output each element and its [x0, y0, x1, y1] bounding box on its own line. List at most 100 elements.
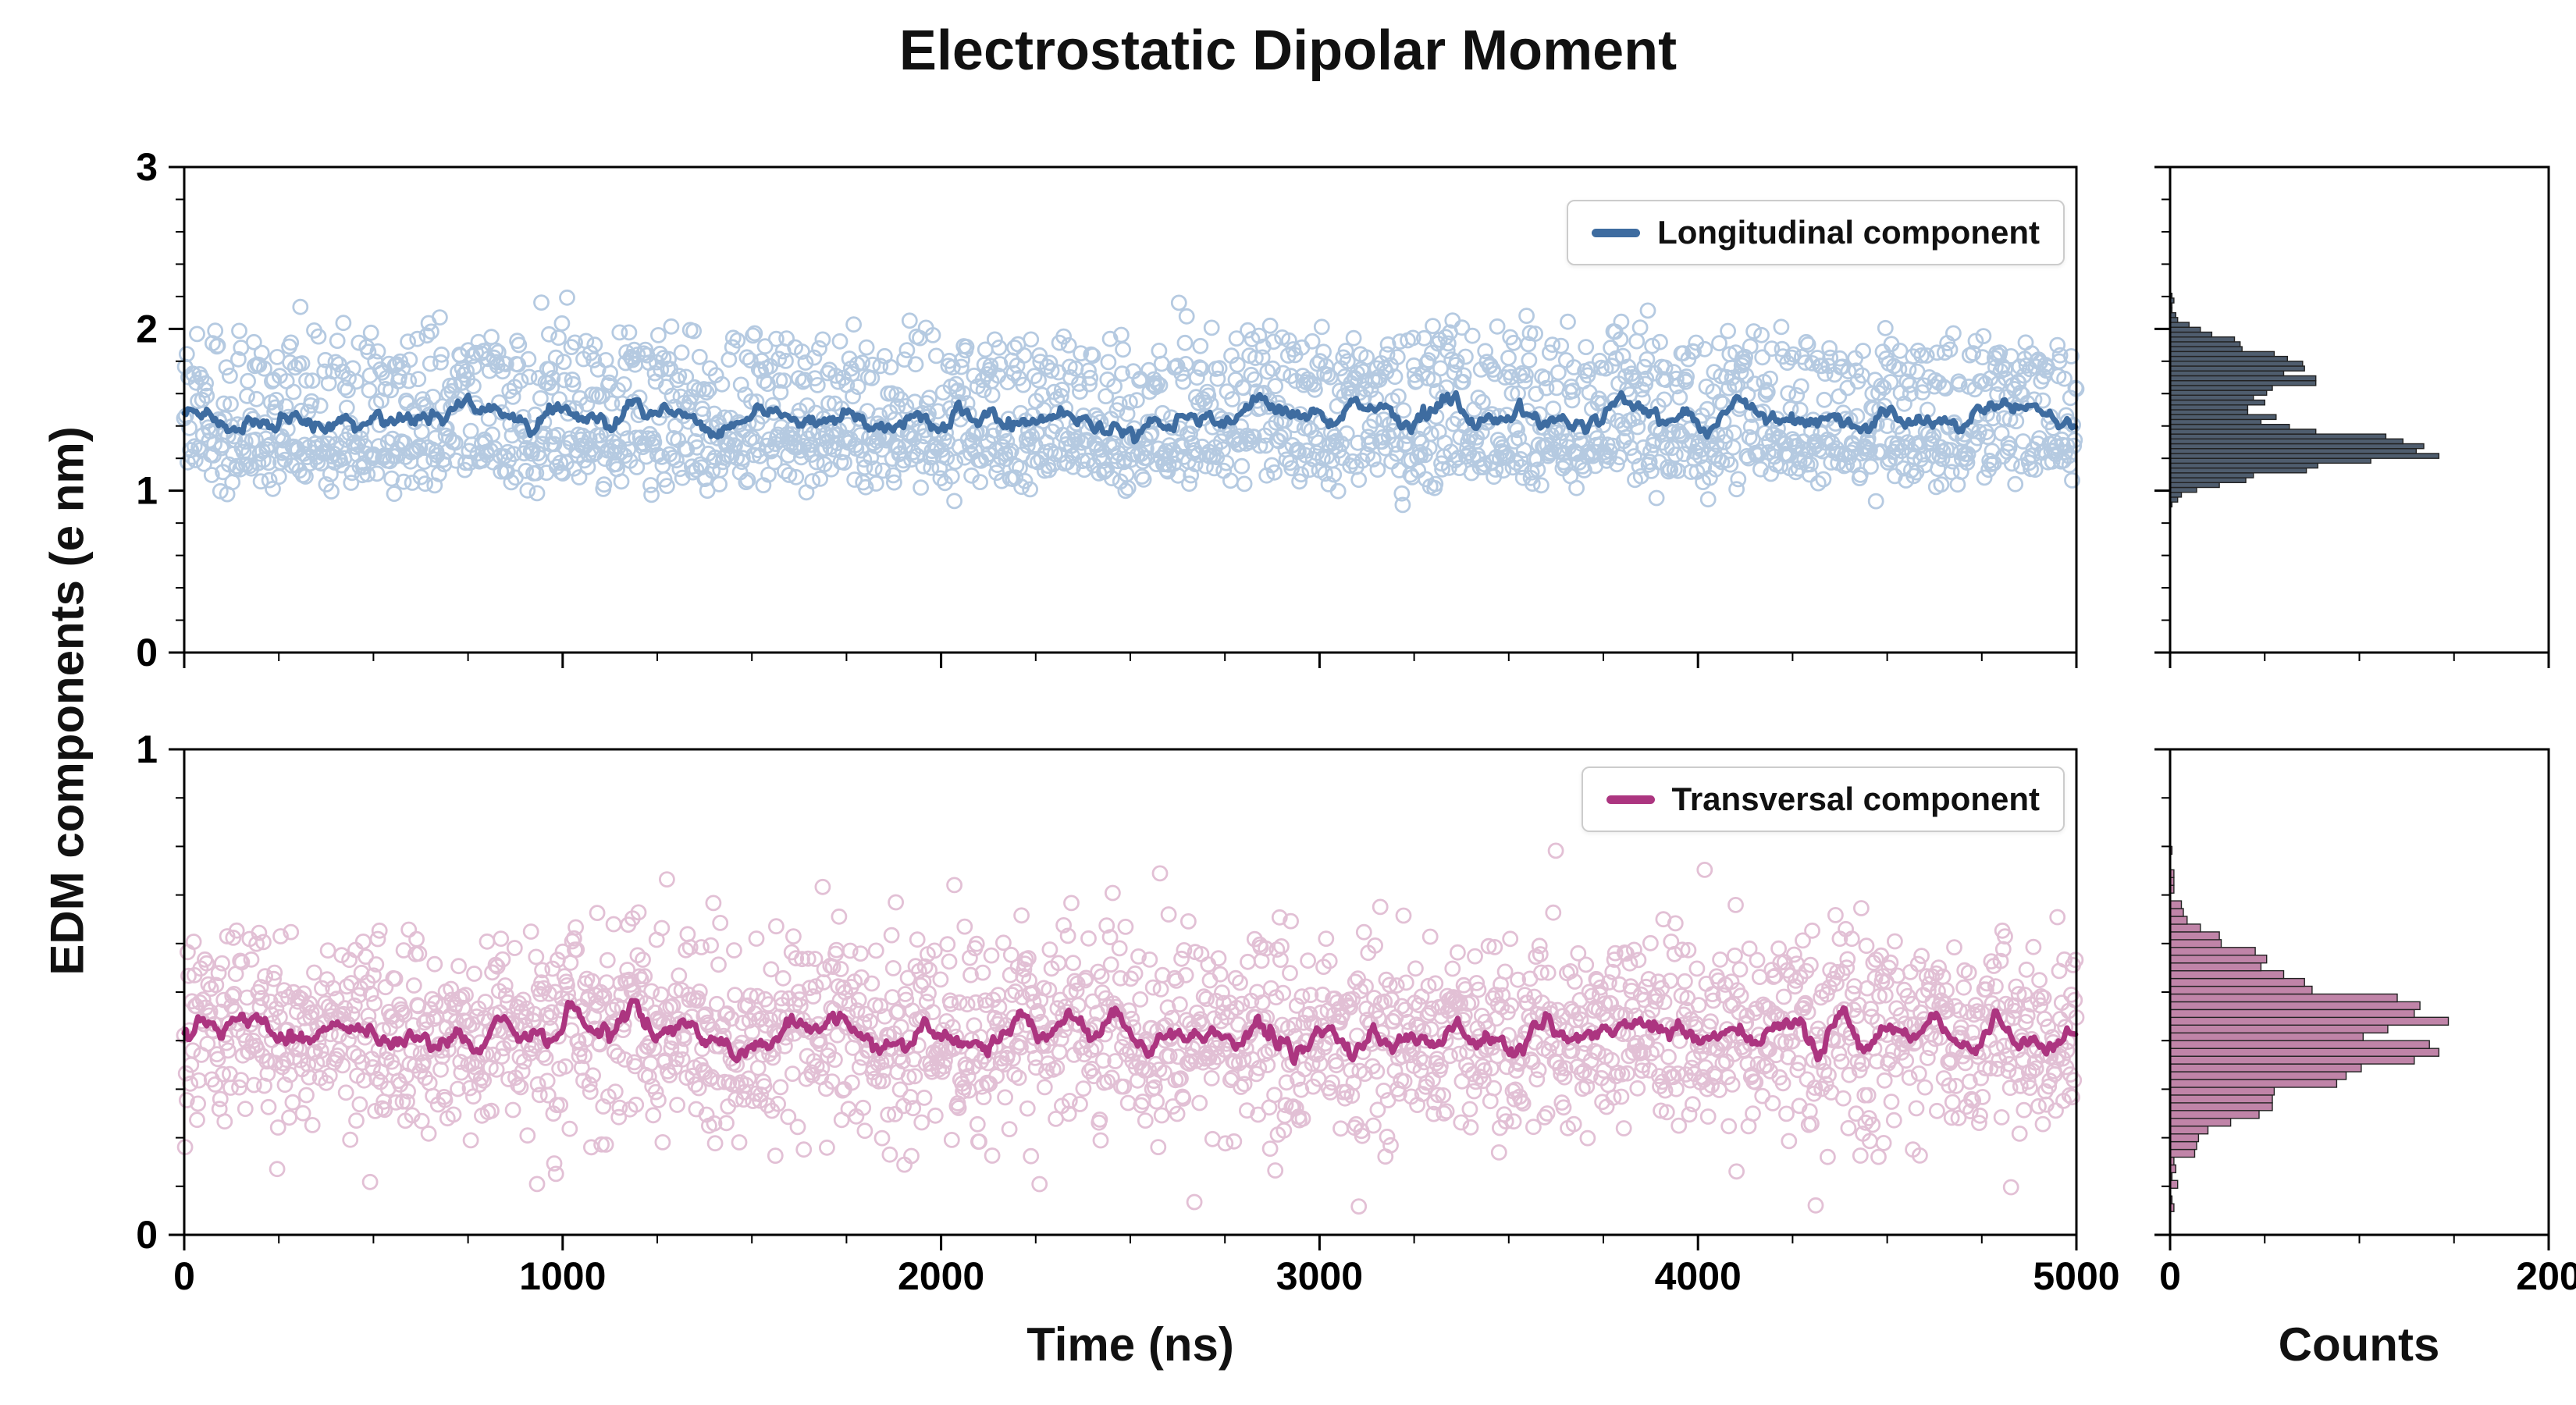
scatter-point	[476, 1009, 493, 1026]
hist-bar	[2169, 322, 2190, 328]
scatter-point	[1946, 939, 1962, 955]
scatter-point	[194, 391, 211, 408]
scatter-point	[1404, 329, 1421, 347]
scatter-point	[1251, 1059, 1268, 1076]
x-tick-label: 4000	[1655, 1254, 1742, 1298]
scatter-point	[273, 991, 290, 1008]
scatter-point	[1876, 1072, 1893, 1089]
scatter-point	[920, 985, 937, 1001]
scatter-point	[282, 354, 299, 371]
scatter-point	[939, 936, 956, 953]
scatter-point	[643, 486, 660, 503]
scatter-point	[2027, 358, 2044, 375]
scatter-point	[1788, 386, 1806, 404]
counts-axis-label: Counts	[2278, 1318, 2440, 1371]
hist-bar	[2169, 1055, 2415, 1065]
scatter-point	[856, 1122, 873, 1140]
scatter-point	[252, 979, 269, 995]
scatter-point	[924, 326, 941, 343]
scatter-point	[1731, 961, 1749, 978]
scatter-point	[1745, 323, 1763, 340]
scatter-point	[539, 1072, 556, 1090]
scatter-point	[1232, 974, 1248, 991]
scatter-point	[1173, 365, 1190, 382]
scatter-point	[471, 1076, 488, 1093]
scatter-point	[1130, 948, 1147, 965]
scatter-point	[505, 446, 522, 462]
scatter-point	[749, 1059, 767, 1076]
scatter-point	[967, 994, 984, 1011]
scatter-point	[2025, 938, 2042, 955]
scatter-point	[898, 398, 915, 414]
scatter-point	[642, 1055, 659, 1072]
scatter-point	[313, 980, 330, 997]
scatter-point	[1154, 404, 1171, 422]
scatter-point	[199, 1035, 216, 1052]
scatter-point	[1688, 960, 1706, 977]
scatter-point	[1738, 367, 1755, 384]
scatter-point	[377, 979, 394, 996]
scatter-point	[610, 1108, 628, 1126]
scatter-point	[901, 312, 918, 329]
scatter-point	[539, 1087, 557, 1104]
scatter-point	[1538, 379, 1555, 397]
transversal-scatter	[176, 842, 2085, 1215]
scatter-point	[203, 467, 220, 483]
scatter-point	[1332, 1120, 1349, 1137]
scatter-point	[991, 998, 1008, 1016]
scatter-point	[184, 1042, 201, 1059]
scatter-point	[585, 1067, 601, 1084]
scatter-point	[547, 1165, 564, 1183]
scatter-point	[1461, 1101, 1478, 1118]
longitudinal-histogram	[2169, 293, 2439, 508]
scatter-point	[845, 316, 862, 333]
scatter-point	[228, 922, 245, 939]
scatter-point	[621, 324, 638, 341]
scatter-point	[702, 1070, 718, 1087]
scatter-point	[190, 1095, 207, 1112]
scatter-point	[1670, 1117, 1688, 1134]
scatter-point	[304, 372, 321, 389]
hist-bar	[2169, 1148, 2196, 1158]
scatter-point	[1060, 1105, 1077, 1122]
scatter-point	[1081, 375, 1098, 393]
scatter-point	[813, 1060, 831, 1077]
scatter-point	[1250, 1106, 1267, 1123]
scatter-point	[1638, 350, 1656, 368]
scatter-point	[1032, 991, 1049, 1008]
scatter-point	[1883, 1094, 1900, 1110]
scatter-point	[1200, 956, 1217, 973]
scatter-point	[216, 1113, 233, 1130]
scatter-point	[338, 978, 355, 995]
scatter-point	[1304, 333, 1321, 350]
scatter-point	[1699, 1108, 1717, 1125]
scatter-point	[611, 324, 628, 341]
scatter-point	[653, 986, 670, 1003]
scatter-point	[898, 342, 916, 359]
scatter-point	[2034, 392, 2051, 409]
scatter-point	[1397, 974, 1414, 991]
scatter-point	[1842, 444, 1859, 461]
scatter-point	[563, 339, 580, 356]
scatter-point	[602, 365, 618, 382]
scatter-point	[1337, 343, 1354, 359]
scatter-point	[265, 970, 283, 987]
scatter-point	[773, 990, 790, 1007]
scatter-point	[1105, 884, 1121, 902]
scatter-point	[1855, 343, 1872, 359]
scatter-point	[1751, 443, 1768, 461]
scatter-point	[2064, 472, 2080, 489]
scatter-point	[916, 1090, 933, 1106]
hist-bar	[2169, 394, 2254, 401]
scatter-point	[1553, 425, 1571, 441]
scatter-point	[339, 382, 356, 399]
scatter-point	[1251, 327, 1268, 344]
scatter-point	[1889, 967, 1906, 984]
scatter-point	[718, 1115, 735, 1132]
scatter-point	[259, 1065, 276, 1082]
scatter-point	[1508, 454, 1525, 471]
scatter-point	[932, 470, 949, 487]
scatter-point	[654, 1134, 671, 1151]
scatter-point	[1048, 1059, 1066, 1076]
scatter-point	[519, 482, 536, 499]
